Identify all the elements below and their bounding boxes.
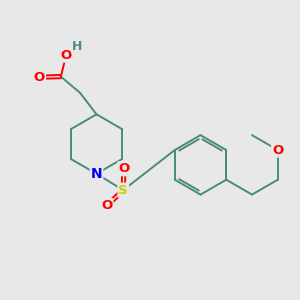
Text: N: N	[91, 167, 102, 181]
Text: O: O	[61, 49, 72, 62]
Text: S: S	[118, 184, 128, 196]
Text: O: O	[118, 162, 130, 175]
Text: O: O	[101, 199, 112, 212]
Text: H: H	[72, 40, 83, 53]
Text: O: O	[34, 71, 45, 84]
Text: O: O	[272, 143, 284, 157]
